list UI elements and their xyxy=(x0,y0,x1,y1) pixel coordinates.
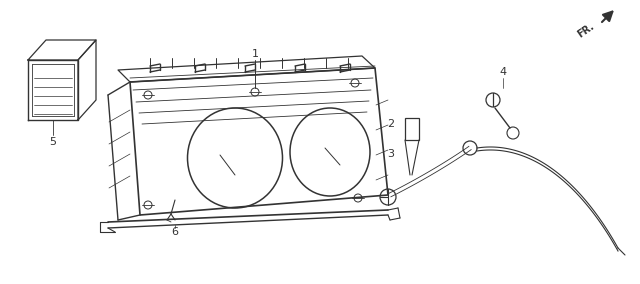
Text: 1: 1 xyxy=(252,49,259,59)
Text: 6: 6 xyxy=(172,227,179,237)
Text: 2: 2 xyxy=(387,119,395,129)
Text: 3: 3 xyxy=(387,149,394,159)
Text: 5: 5 xyxy=(49,137,56,147)
Text: FR.: FR. xyxy=(576,21,596,39)
Text: 4: 4 xyxy=(499,67,507,77)
